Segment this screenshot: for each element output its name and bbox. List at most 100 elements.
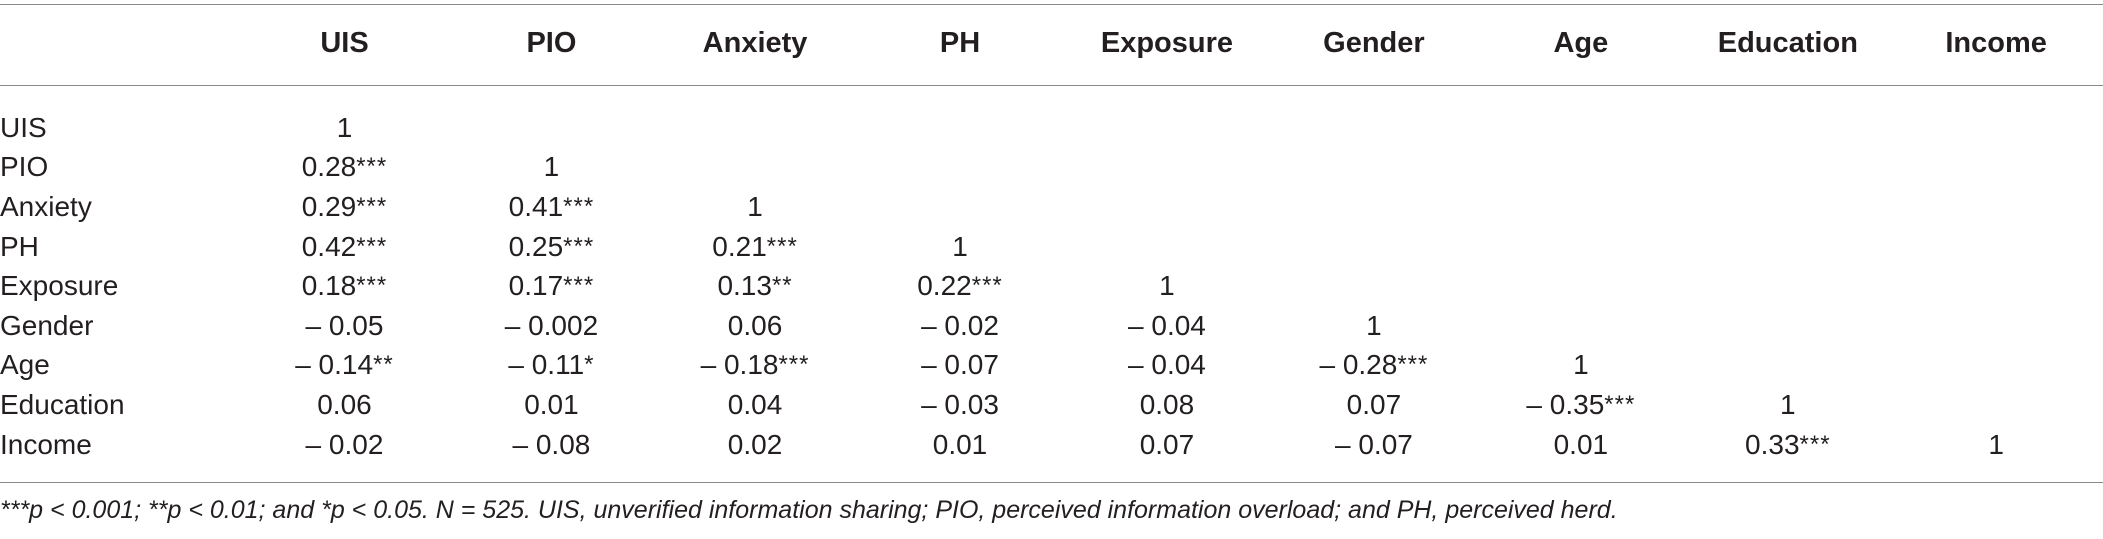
- correlation-cell: [652, 148, 859, 188]
- correlation-cell: 0.18***: [238, 266, 452, 306]
- correlation-cell: 0.21***: [652, 227, 859, 267]
- top-rule: [0, 4, 2103, 5]
- table-row: Anxiety 0.29*** 0.41*** 1: [0, 187, 2103, 227]
- correlation-value: – 0.03: [921, 388, 999, 420]
- table-row: Exposure 0.18*** 0.17*** 0.13** 0.22*** 1: [0, 266, 2103, 306]
- correlation-value: 0.25: [508, 230, 564, 262]
- correlation-cell: 0.33***: [1686, 425, 1889, 465]
- correlation-cell: [1889, 187, 2103, 227]
- significance-marker: ***: [971, 272, 1003, 300]
- table-row: Education 0.06 0.01 0.04 – 0.03 0.08 0.07 – 0.3…: [0, 385, 2103, 425]
- correlation-cell: 1: [1889, 425, 2103, 465]
- correlation-cell: 0.17***: [451, 266, 651, 306]
- row-label-age: Age: [0, 349, 50, 381]
- correlation-value: 0.29: [301, 190, 357, 222]
- correlation-cell: 0.01: [1475, 425, 1686, 465]
- correlation-cell: – 0.04: [1061, 306, 1272, 346]
- correlation-cell: 0.28***: [238, 148, 452, 188]
- column-header-pio: PIO: [526, 26, 577, 59]
- correlation-cell: [1272, 227, 1475, 267]
- correlation-value: – 0.07: [1334, 428, 1413, 460]
- correlation-cell: [652, 88, 859, 148]
- correlation-value: 1: [1159, 270, 1175, 302]
- correlation-cell: [1475, 227, 1686, 267]
- correlation-value: 0.02: [727, 428, 783, 460]
- correlation-value: 0.41: [508, 190, 564, 222]
- correlation-value: 1: [1988, 428, 2004, 460]
- correlation-value: 0.33: [1745, 428, 1800, 460]
- correlation-cell: 0.04: [652, 385, 859, 425]
- correlation-value: – 0.002: [504, 309, 599, 341]
- correlation-cell: – 0.05: [238, 306, 452, 346]
- row-label-anxiety: Anxiety: [0, 190, 92, 222]
- correlation-cell: [1061, 187, 1272, 227]
- correlation-cell: 0.07: [1061, 425, 1272, 465]
- correlation-cell: [1272, 266, 1475, 306]
- row-label-gender: Gender: [0, 309, 94, 341]
- correlation-value: 0.01: [1553, 428, 1609, 460]
- correlation-cell: – 0.07: [859, 346, 1062, 386]
- correlation-value: – 0.35: [1526, 388, 1605, 420]
- correlation-value: – 0.18: [700, 349, 779, 381]
- correlation-value: – 0.02: [921, 309, 999, 341]
- correlation-value: 1: [543, 151, 560, 183]
- table-footnote: ***p < 0.001; **p < 0.01; and *p < 0.05.…: [0, 496, 1618, 524]
- column-header-ph: PH: [939, 26, 981, 59]
- column-header-uis: UIS: [320, 26, 369, 59]
- correlation-cell: [1889, 385, 2103, 425]
- correlation-value: – 0.14: [295, 349, 374, 381]
- correlation-cell: [1061, 88, 1272, 148]
- correlation-value: 1: [336, 111, 353, 143]
- correlation-value: 0.18: [301, 270, 357, 302]
- row-label-income: Income: [0, 428, 92, 460]
- column-header-income: Income: [1945, 26, 2047, 59]
- table-row: Age – 0.14** – 0.11* – 0.18*** – 0.07– 0.04–…: [0, 346, 2103, 386]
- correlation-value: – 0.02: [305, 428, 384, 460]
- correlation-cell: 1: [1686, 385, 1889, 425]
- correlation-table: UIS PIO Anxiety PH Exposure Gender Age Educatio…: [0, 0, 2103, 465]
- correlation-value: 0.22: [917, 270, 972, 302]
- row-header-cell: [0, 0, 238, 88]
- correlation-cell: 0.22***: [859, 266, 1062, 306]
- correlation-cell: 1: [1475, 346, 1686, 386]
- correlation-cell: [1686, 88, 1889, 148]
- correlation-cell: [859, 88, 1062, 148]
- correlation-cell: 1: [1061, 266, 1272, 306]
- correlation-value: 1: [952, 230, 968, 262]
- significance-marker: ***: [1604, 390, 1636, 418]
- correlation-cell: [1686, 187, 1889, 227]
- correlation-value: – 0.08: [512, 428, 591, 460]
- correlation-cell: – 0.08: [451, 425, 651, 465]
- table-row: UIS 1: [0, 88, 2103, 148]
- column-header-anxiety: Anxiety: [702, 26, 808, 59]
- correlation-cell: [859, 148, 1062, 188]
- correlation-value: 0.07: [1139, 428, 1195, 460]
- correlation-value: 0.07: [1346, 388, 1402, 420]
- column-header-exposure: Exposure: [1100, 26, 1234, 59]
- correlation-cell: – 0.07: [1272, 425, 1475, 465]
- correlation-cell: [1272, 148, 1475, 188]
- header-rule: [0, 85, 2103, 86]
- correlation-cell: [1889, 148, 2103, 188]
- row-label-uis: UIS: [0, 111, 47, 143]
- correlation-cell: 1: [652, 187, 859, 227]
- table-row: PIO 0.28*** 1: [0, 148, 2103, 188]
- correlation-cell: 1: [451, 148, 651, 188]
- column-header-age: Age: [1553, 26, 1609, 59]
- bottom-rule: [0, 482, 2103, 483]
- correlation-cell: – 0.02: [859, 306, 1062, 346]
- correlation-cell: – 0.03: [859, 385, 1062, 425]
- significance-marker: ***: [1397, 351, 1429, 379]
- correlation-cell: [1686, 148, 1889, 188]
- significance-marker: ***: [356, 192, 388, 220]
- significance-marker: *: [584, 351, 595, 379]
- correlation-value: 1: [1366, 309, 1382, 341]
- correlation-cell: – 0.11*: [451, 346, 651, 386]
- correlation-cell: 0.02: [652, 425, 859, 465]
- correlation-cell: [1061, 227, 1272, 267]
- table-row: Income – 0.02 – 0.08 0.02 0.01 0.07 – 0.07 0.01…: [0, 425, 2103, 465]
- correlation-cell: [451, 88, 651, 148]
- column-header-education: Education: [1717, 26, 1858, 59]
- correlation-cell: [1475, 148, 1686, 188]
- correlation-value: 1: [1780, 388, 1796, 420]
